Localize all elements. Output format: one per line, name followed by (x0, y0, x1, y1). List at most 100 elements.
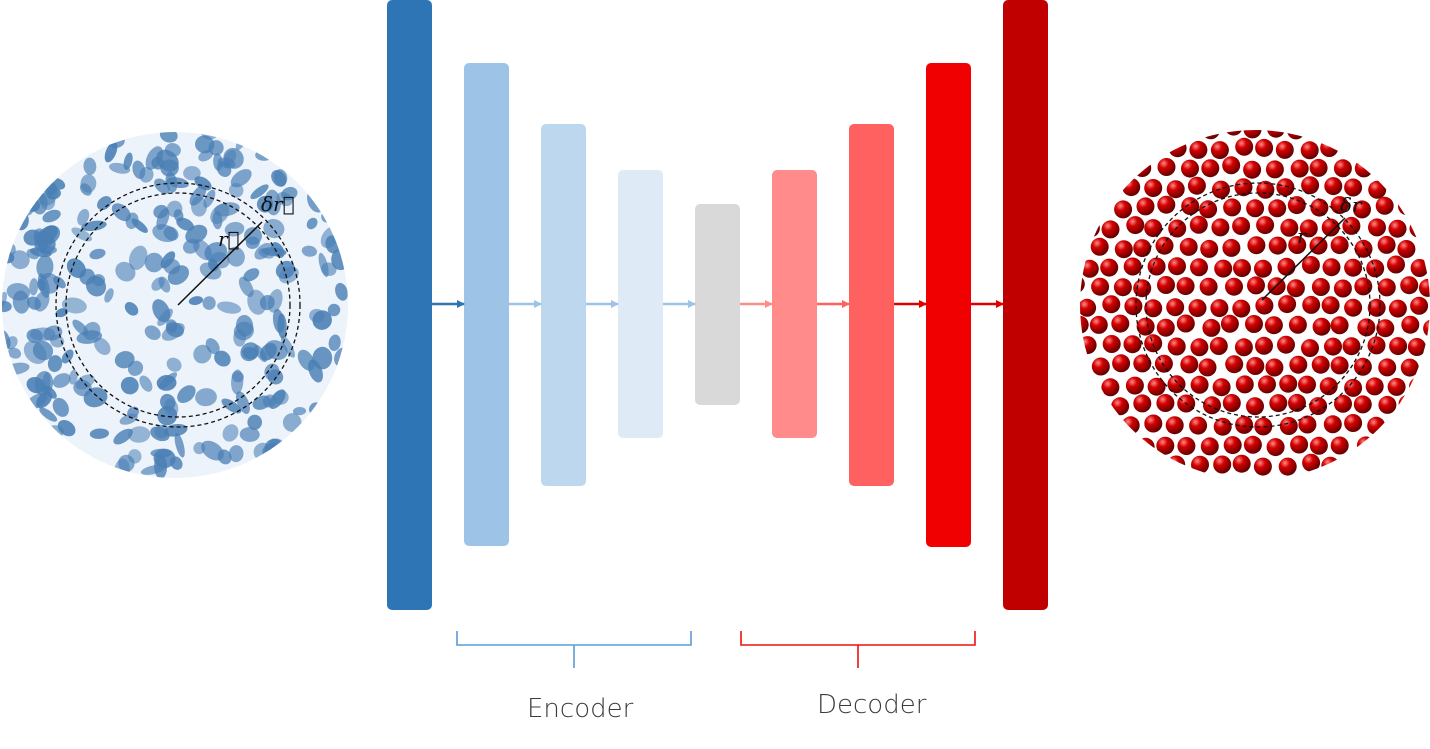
particle-sphere (1080, 137, 1098, 156)
particle-sphere (1353, 395, 1372, 414)
particle-sphere (1080, 130, 1088, 139)
fluid-blob (188, 296, 204, 306)
fluid-blob (144, 252, 164, 273)
fluid-blob (39, 192, 56, 211)
particle-sphere (1289, 355, 1308, 374)
particle-sphere (1114, 200, 1133, 219)
particle-sphere (1167, 375, 1186, 394)
particle-sphere (1288, 315, 1307, 334)
particle-sphere (1080, 336, 1097, 355)
particle-sphere (1400, 276, 1419, 295)
particle-sphere (1268, 236, 1287, 255)
particle-sphere (1367, 416, 1386, 435)
particle-sphere (1246, 357, 1265, 375)
fluid-blob (263, 219, 285, 239)
fluid-blob (272, 308, 285, 334)
particle-sphere (1080, 397, 1087, 415)
particle-sphere (1353, 200, 1371, 219)
particle-sphere (1280, 218, 1299, 237)
particle-sphere (1165, 416, 1184, 435)
fluid-blob (163, 258, 181, 275)
fluid-blob (2, 399, 13, 410)
particle-sphere (1330, 236, 1349, 255)
fluid-blob (140, 464, 166, 475)
fluid-blob (159, 132, 178, 143)
shell-width-label-right: δr (1340, 193, 1363, 217)
fluid-blob (6, 145, 29, 165)
fluid-blob (61, 297, 87, 314)
decoder-brace (740, 631, 976, 668)
particle-sphere (1399, 434, 1418, 453)
particle-sphere (1421, 395, 1430, 414)
particle-sphere (1344, 258, 1363, 277)
fluid-blob (327, 303, 341, 317)
particle-sphere (1091, 277, 1110, 296)
fluid-blob (123, 152, 133, 170)
particle-sphere (1267, 130, 1285, 138)
particle-sphere (1287, 130, 1305, 140)
particle-sphere (1376, 436, 1395, 455)
fluid-blob (2, 300, 12, 313)
layer-input (387, 0, 432, 610)
particle-sphere (1255, 138, 1274, 157)
fluid-blob (204, 242, 228, 263)
fluid-blob (160, 393, 176, 411)
fluid-blob (331, 381, 348, 399)
particle-sphere (1420, 198, 1430, 216)
fluid-blob (88, 132, 102, 139)
fluid-blob (173, 209, 184, 222)
particle-sphere (1342, 337, 1361, 356)
fluid-blob (39, 272, 60, 294)
particle-sphere (1408, 415, 1427, 434)
particle-sphere (1412, 140, 1430, 159)
radius-label-right: r (1297, 224, 1308, 248)
particle-sphere (1268, 199, 1287, 218)
particle-sphere (1342, 457, 1361, 476)
particle-sphere (1201, 159, 1220, 178)
particle-sphere (1125, 454, 1144, 473)
fluid-blob (235, 391, 250, 414)
particle-sphere (1377, 278, 1396, 297)
fluid-blob (14, 430, 30, 449)
particle-sphere (1080, 259, 1099, 278)
particle-sphere (1111, 159, 1130, 178)
fluid-blob (8, 188, 23, 209)
particle-sphere (1177, 437, 1196, 455)
particle-sphere (1103, 454, 1122, 473)
particle-sphere (1375, 196, 1394, 215)
fluid-blob (177, 385, 196, 403)
particle-sphere (1333, 279, 1352, 298)
fluid-blob (217, 301, 242, 314)
particle-sphere (1398, 197, 1416, 216)
particle-sphere (1090, 435, 1109, 454)
particle-sphere (1247, 236, 1266, 255)
fluid-blob (312, 455, 328, 471)
particle-sphere (1265, 160, 1284, 179)
fluid-blob (335, 132, 348, 144)
particle-sphere (1258, 375, 1276, 394)
particle-sphere (1181, 159, 1199, 178)
particle-sphere (1080, 315, 1089, 334)
fluid-blob (279, 464, 296, 478)
fluid-blob (327, 397, 345, 419)
fluid-blob (2, 395, 17, 413)
fluid-blob (29, 327, 56, 341)
fluid-blob (315, 406, 338, 419)
fluid-blob (104, 288, 114, 303)
particle-sphere (1234, 338, 1253, 357)
particle-sphere (1324, 337, 1342, 356)
fluid-blob (29, 427, 45, 441)
radius-vector-right (1261, 217, 1346, 301)
particle-sphere (1080, 415, 1098, 434)
particle-sphere (1330, 316, 1349, 335)
input-density-panel: r⃗ δr⃗ (2, 132, 348, 478)
particle-sphere (1388, 177, 1407, 196)
particle-sphere (1190, 258, 1208, 277)
fluid-blob (46, 132, 68, 149)
particle-sphere (1220, 314, 1239, 333)
particle-sphere (1400, 358, 1419, 377)
fluid-blob (2, 197, 21, 214)
fluid-blob (270, 144, 290, 159)
fluid-blob (71, 227, 93, 242)
particle-sphere (1302, 295, 1321, 314)
